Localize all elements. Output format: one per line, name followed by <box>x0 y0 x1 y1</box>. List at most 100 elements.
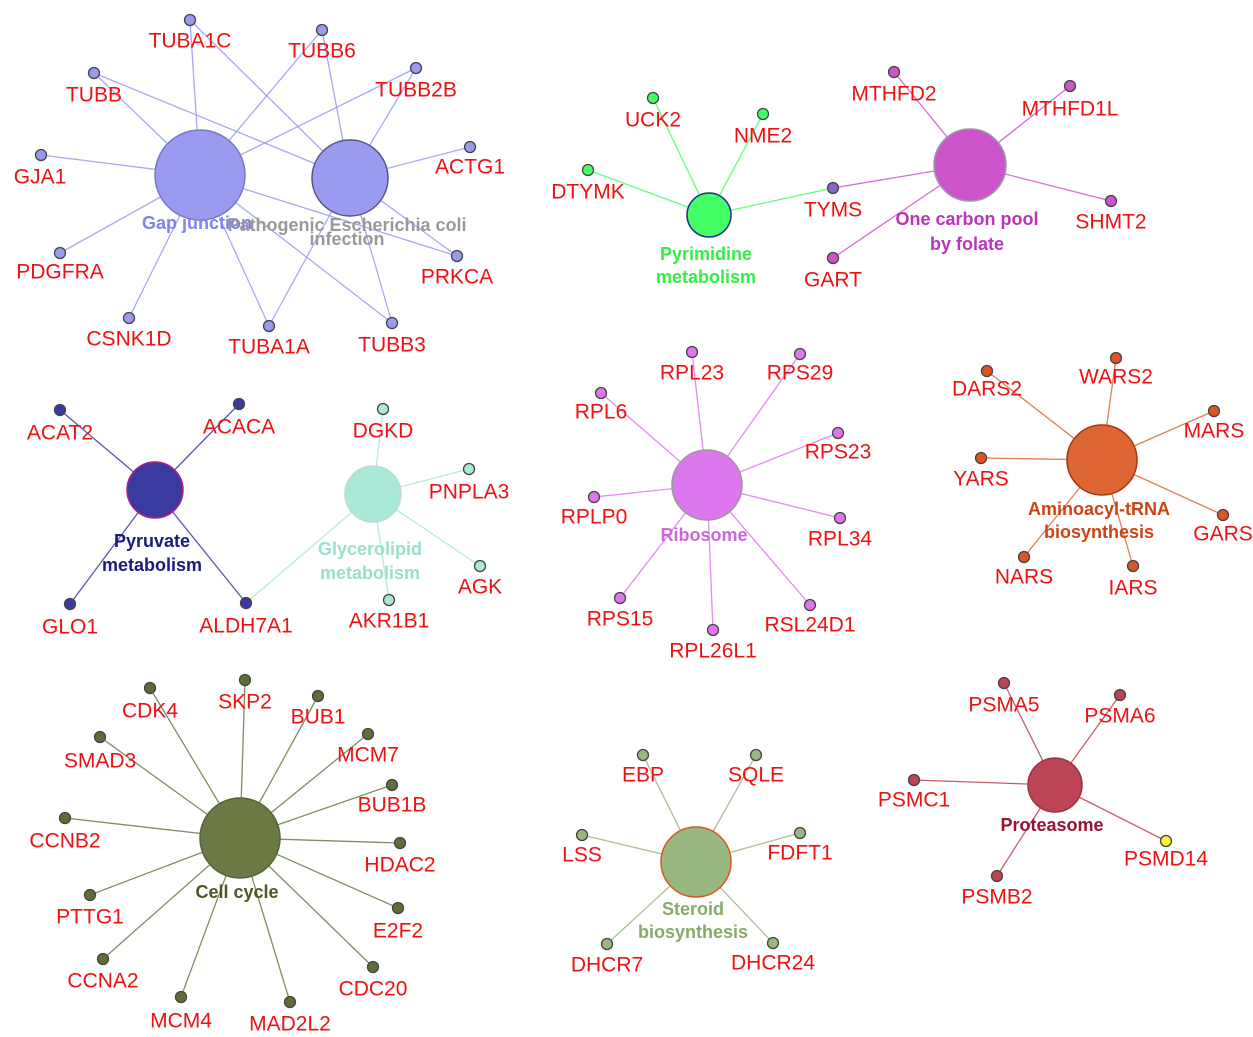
gene-label: E2F2 <box>373 920 423 943</box>
gene-node <box>907 773 921 787</box>
gene-node <box>143 681 157 695</box>
gene-label: SHMT2 <box>1075 211 1146 234</box>
gene-node <box>262 319 276 333</box>
pathway-node <box>154 129 246 221</box>
pathway-node <box>1066 424 1138 496</box>
gene-node <box>63 597 77 611</box>
gene-node <box>600 937 614 951</box>
pathway-label: Glycerolipid <box>318 539 422 559</box>
gene-label: GJA1 <box>14 166 67 189</box>
gene-label: BUB1 <box>291 706 346 729</box>
pathway-label: biosynthesis <box>638 922 748 942</box>
gene-label: UCK2 <box>625 109 681 132</box>
gene-label: DHCR24 <box>731 952 815 975</box>
pathway-label: metabolism <box>320 563 420 583</box>
gene-label: PDGFRA <box>16 261 104 284</box>
gene-node <box>87 66 101 80</box>
gene-node <box>1216 508 1230 522</box>
gene-node <box>706 623 720 637</box>
gene-label: CSNK1D <box>86 328 171 351</box>
gene-node <box>990 869 1004 883</box>
gene-label: RPL23 <box>660 362 724 385</box>
pathway-label: Gap junction <box>142 213 252 233</box>
gene-label: PSMA5 <box>968 694 1039 717</box>
gene-node <box>646 91 660 105</box>
pathway-label: Pathogenic Escherichia coli <box>227 215 466 235</box>
gene-node <box>613 591 627 605</box>
gene-label: CDK4 <box>122 700 178 723</box>
gene-node <box>450 249 464 263</box>
gene-label: WARS2 <box>1079 366 1153 389</box>
gene-node <box>385 316 399 330</box>
gene-node <box>685 345 699 359</box>
gene-label: TUBB3 <box>358 334 426 357</box>
gene-node <box>83 888 97 902</box>
gene-node <box>473 559 487 573</box>
gene-label: TYMS <box>804 199 862 222</box>
gene-node <box>183 13 197 27</box>
gene-node <box>238 673 252 687</box>
gene-node <box>803 598 817 612</box>
gene-node <box>997 676 1011 690</box>
pathway-label: One carbon pool <box>895 209 1038 229</box>
gene-node <box>1207 404 1221 418</box>
gene-node <box>887 65 901 79</box>
gene-label: TUBA1A <box>228 336 310 359</box>
gene-node <box>366 960 380 974</box>
gene-node <box>749 748 763 762</box>
gene-label: NARS <box>995 566 1053 589</box>
gene-node <box>315 23 329 37</box>
gene-node <box>93 730 107 744</box>
gene-label: TUBB <box>66 84 122 107</box>
gene-node <box>793 826 807 840</box>
edge <box>93 72 351 179</box>
gene-label: GART <box>804 269 862 292</box>
pathway-node <box>199 797 281 879</box>
gene-node <box>756 107 770 121</box>
gene-node <box>239 596 253 610</box>
gene-node <box>581 163 595 177</box>
gene-node <box>1126 559 1140 573</box>
labels: TUBA1C TUBB6 TUBB TUBB2B GJA1 ACTG1 PDGFRA PRKC… <box>14 30 1253 1036</box>
gene-node <box>53 246 67 260</box>
gene-node <box>575 828 589 842</box>
gene-label: ALDH7A1 <box>199 615 292 638</box>
gene-label: RSL24D1 <box>764 614 855 637</box>
gene-label: PTTG1 <box>56 906 124 929</box>
gene-label: TUBB2B <box>375 79 457 102</box>
gene-node <box>1104 194 1118 208</box>
gene-node <box>766 936 780 950</box>
gene-node <box>232 397 246 411</box>
gene-node <box>826 181 840 195</box>
pathway-label: by folate <box>930 234 1004 254</box>
gene-label: RPS15 <box>587 608 654 631</box>
gene-node <box>594 386 608 400</box>
gene-label: DARS2 <box>952 378 1022 401</box>
gene-node <box>122 311 136 325</box>
gene-node <box>636 748 650 762</box>
gene-node <box>1063 79 1077 93</box>
gene-node <box>376 402 390 416</box>
gene-node <box>1159 834 1173 848</box>
gene-node <box>1017 550 1031 564</box>
pathway-node <box>671 449 743 521</box>
gene-node <box>974 451 988 465</box>
gene-node <box>833 511 847 525</box>
gene-label: MTHFD1L <box>1022 98 1119 121</box>
gene-node <box>587 490 601 504</box>
gene-label: IARS <box>1108 577 1157 600</box>
pathway-label: Cell cycle <box>195 882 278 902</box>
pathway-label: metabolism <box>656 267 756 287</box>
gene-label: LSS <box>562 844 602 867</box>
nodes <box>34 13 1230 1009</box>
gene-label: RPL34 <box>808 528 873 551</box>
gene-label: RPS23 <box>805 441 872 464</box>
gene-label: RPS29 <box>767 362 834 385</box>
pathway-node <box>126 461 184 519</box>
gene-label: CCNA2 <box>67 970 138 993</box>
pathway-node <box>1027 757 1083 813</box>
pathway-node <box>344 465 402 523</box>
gene-label: DHCR7 <box>571 954 643 977</box>
gene-label: CDC20 <box>339 978 408 1001</box>
